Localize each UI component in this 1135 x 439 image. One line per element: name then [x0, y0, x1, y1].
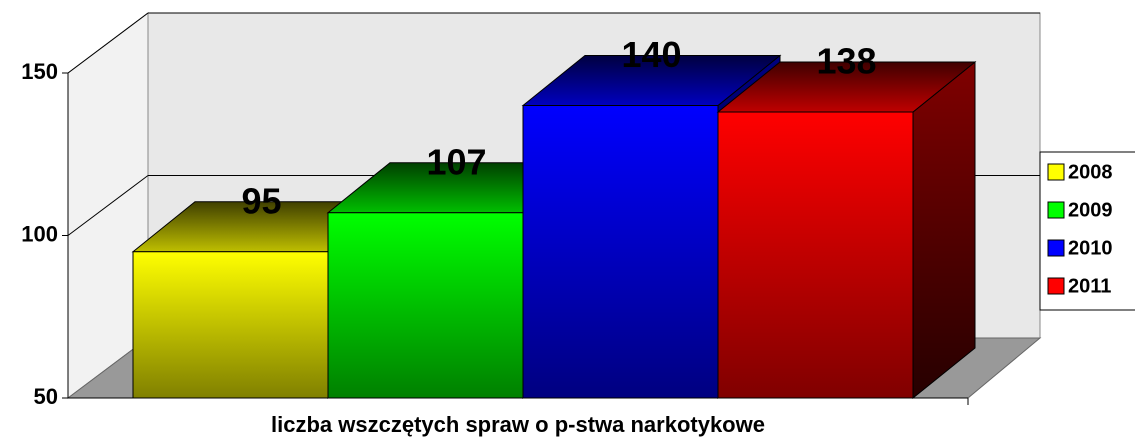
- category-label: liczba wszczętych spraw o p-stwa narkoty…: [271, 412, 765, 437]
- data-label: 140: [621, 34, 681, 75]
- legend-swatch: [1047, 201, 1065, 219]
- bar: [327, 212, 524, 399]
- grid-line: [67, 175, 149, 236]
- data-label: 95: [241, 180, 281, 221]
- bar: [132, 251, 329, 399]
- legend-label: 2010: [1068, 237, 1113, 259]
- legend-swatch: [1047, 277, 1065, 295]
- data-label: 107: [426, 141, 486, 182]
- legend-swatch: [1047, 163, 1065, 181]
- y-tick-label: 50: [34, 384, 58, 409]
- y-tick-label: 100: [21, 221, 58, 246]
- legend-swatch: [1047, 239, 1065, 257]
- bar-side: [912, 60, 976, 400]
- bar: [717, 111, 914, 399]
- y-tick-label: 150: [21, 59, 58, 84]
- legend-label: 2011: [1068, 275, 1111, 297]
- data-label: 138: [816, 41, 876, 82]
- grid-line: [67, 12, 149, 74]
- bar: [522, 105, 719, 399]
- legend-label: 2009: [1068, 199, 1113, 221]
- legend-label: 2008: [1068, 161, 1113, 183]
